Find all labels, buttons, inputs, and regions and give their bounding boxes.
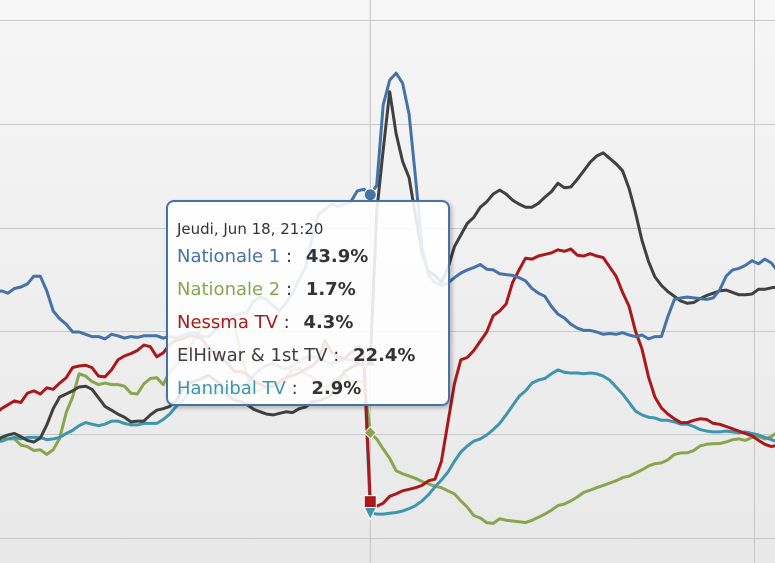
tooltip-series-value: 43.9% xyxy=(305,246,369,267)
tooltip-series-value: 1.7% xyxy=(305,279,356,300)
tooltip-row-elhiwar: ElHiwar & 1st TV : 22.4% xyxy=(177,339,440,372)
tooltip-row-nessma-tv: Nessma TV : 4.3% xyxy=(177,306,440,339)
tooltip-separator: : xyxy=(283,312,290,333)
tooltip-series-value: 4.3% xyxy=(303,312,354,333)
tooltip-separator: : xyxy=(291,378,298,399)
hover-marker-nationale-2 xyxy=(363,425,377,440)
tooltip-series-name: Nationale 2 xyxy=(177,279,281,300)
series-line-nationale-1 xyxy=(0,71,775,341)
hover-marker-nessma-tv xyxy=(363,495,377,509)
series-line-hannibal-tv xyxy=(0,355,775,516)
tooltip-series-name: Hannibal TV xyxy=(177,378,286,399)
series-layer xyxy=(0,71,775,525)
tooltip-series-name: ElHiwar & 1st TV xyxy=(177,345,328,366)
tooltip-row-nationale-2: Nationale 2 : 1.7% xyxy=(177,273,440,306)
tooltip-separator: : xyxy=(333,345,340,366)
tooltip-header: Jeudi, Jun 18, 21:20 xyxy=(177,220,324,238)
series-line-nessma-tv xyxy=(0,247,775,508)
tooltip-separator: : xyxy=(286,279,293,300)
series-line-elhiwar-1st-tv xyxy=(0,90,775,444)
tooltip-series-value: 22.4% xyxy=(353,345,416,366)
tooltip-row-hannibal-tv: Hannibal TV : 2.9% xyxy=(177,372,440,405)
tooltip: Jeudi, Jun 18, 21:20 Nationale 1 : 43.9%… xyxy=(166,200,450,406)
tooltip-separator: : xyxy=(286,246,293,267)
tooltip-row-nationale-1: Nationale 1 : 43.9% xyxy=(177,240,440,273)
tooltip-series-value: 2.9% xyxy=(311,378,362,399)
hover-marker-hannibal-tv xyxy=(363,507,378,521)
hover-marker-nationale-1 xyxy=(363,188,377,202)
tooltip-series-name: Nessma TV xyxy=(177,312,278,333)
series-line-nationale-2 xyxy=(0,320,775,525)
tooltip-series-name: Nationale 1 xyxy=(177,246,281,267)
